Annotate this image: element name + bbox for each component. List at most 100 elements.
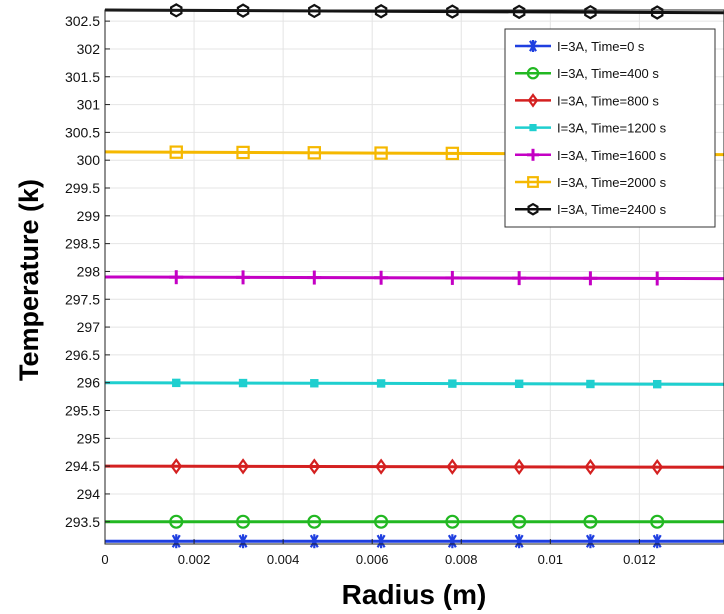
marker-hexagon [527,202,539,216]
y-tick-label: 302 [77,41,101,57]
y-tick-label: 295 [77,430,101,446]
series-1 [105,514,724,529]
y-tick-label: 294.5 [65,458,100,474]
marker-asterisk [374,534,389,549]
marker-hexagon [584,4,597,20]
marker-plus [650,271,665,286]
y-tick-label: 302.5 [65,13,100,29]
y-tick-label: 294 [77,486,101,502]
marker-asterisk [445,534,460,549]
legend-entry: I=3A, Time=0 s [515,39,645,54]
y-tick-label: 300 [77,152,101,168]
marker-asterisk [307,534,322,549]
y-tick-label: 293.5 [65,514,100,530]
marker-hexagon [236,3,250,18]
marker-circle [650,514,665,529]
x-axis-label: Radius (m) [342,579,487,610]
legend-entry: I=3A, Time=2000 s [515,175,667,190]
y-tick-label: 299.5 [65,180,100,196]
legend-label: I=3A, Time=1600 s [557,148,667,163]
marker-plus [307,270,322,285]
marker-circle [526,66,540,80]
marker-circle [169,514,184,529]
y-tick-label: 296 [77,375,101,391]
marker-diamond [237,458,249,475]
series-4 [104,270,724,286]
y-axis-label: Temperature (k) [14,179,44,381]
legend-label: I=3A, Time=800 s [557,93,659,108]
marker-plus [527,148,539,161]
x-tick-label: 0.006 [356,552,389,567]
series-0 [105,534,724,549]
marker-diamond [308,458,321,475]
y-axis-ticks: 293.5 294 294.5 295 295.5 296 296.5 297 297.5 298… [65,13,110,530]
y-tick-label: 298.5 [65,236,100,252]
marker-circle [512,514,527,529]
marker-square-open [236,145,250,160]
plot-frame [104,9,724,545]
legend-entry: I=3A, Time=2400 s [515,202,667,217]
legend-label: I=3A, Time=1200 s [557,121,667,136]
series-3 [104,378,724,389]
series-line [104,275,724,281]
legend-entry: I=3A, Time=1600 s [515,148,667,163]
marker-asterisk [650,534,665,549]
marker-asterisk [236,534,251,549]
marker-square-filled [310,379,319,388]
marker-square-filled [529,124,537,132]
marker-hexagon [446,4,459,19]
marker-square-filled [238,378,248,388]
marker-circle [307,514,322,529]
y-tick-label: 299 [77,208,101,224]
marker-hexagon [169,3,183,18]
marker-diamond [170,458,183,475]
marker-square-open [307,146,322,160]
y-tick-label: 297.5 [65,291,100,307]
legend-entry: I=3A, Time=1200 s [515,121,667,136]
marker-plus [512,271,527,286]
marker-plus [583,271,598,286]
legend-label: I=3A, Time=0 s [557,39,645,54]
y-tick-label: 298 [77,263,101,279]
marker-diamond [513,458,526,476]
legend: I=3A, Time=0 s I=3A, Time=400 s I=3A, Time… [504,28,716,228]
x-axis-ticks: 0 0.002 0.004 0.006 0.008 0.01 0.012 [101,539,656,567]
x-tick-label: 0.01 [538,552,563,567]
series-line [104,381,724,386]
series-2 [104,458,724,476]
legend-label: I=3A, Time=400 s [557,66,659,81]
x-tick-label: 0.004 [267,552,300,567]
marker-circle [445,514,460,529]
marker-square-open [527,176,539,188]
legend-label: I=3A, Time=2400 s [557,202,667,217]
marker-plus [374,270,389,285]
legend-label: I=3A, Time=2000 s [557,175,667,190]
marker-hexagon [512,4,526,20]
marker-asterisk [169,534,184,549]
marker-square-open [169,145,183,159]
marker-circle [374,514,389,529]
x-tick-label: 0.002 [178,552,211,567]
marker-square-filled [514,379,524,389]
y-tick-label: 301.5 [65,69,100,85]
y-tick-label: 295.5 [65,403,100,419]
marker-plus [236,270,251,285]
marker-asterisk [512,534,527,549]
x-tick-label: 0.012 [623,552,656,567]
marker-square-filled [376,379,386,388]
series-6 [104,3,724,20]
y-tick-label: 300.5 [65,124,100,140]
marker-square-filled [172,378,181,388]
marker-square-open [374,146,388,160]
marker-square-filled [448,379,457,388]
marker-diamond [375,458,388,475]
y-tick-label: 296.5 [65,347,100,363]
marker-asterisk [527,40,539,52]
marker-square-filled [586,379,595,389]
series-line [104,464,724,469]
legend-entry: I=3A, Time=400 s [515,66,659,81]
marker-circle [583,514,598,529]
marker-diamond [651,458,664,476]
legend-entry: I=3A, Time=800 s [515,93,659,108]
